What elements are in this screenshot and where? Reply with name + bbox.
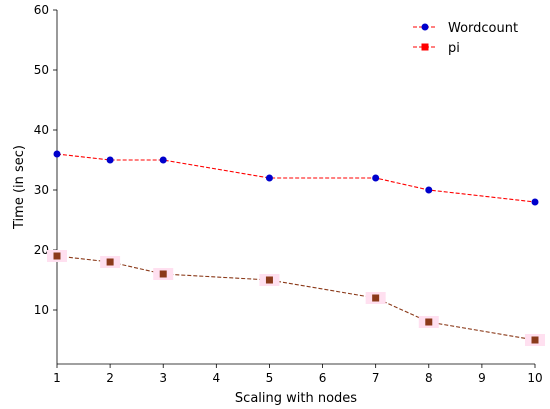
data-point-wordcount bbox=[53, 150, 61, 158]
data-point-wordcount bbox=[425, 186, 433, 194]
data-point-wordcount bbox=[106, 156, 114, 164]
legend-marker-pi bbox=[421, 43, 429, 51]
data-point-pi bbox=[425, 318, 433, 326]
x-tick-label: 6 bbox=[319, 371, 327, 385]
y-tick-label: 30 bbox=[34, 183, 49, 197]
data-point-pi bbox=[372, 294, 380, 302]
data-point-pi bbox=[106, 258, 114, 266]
y-tick-label: 40 bbox=[34, 123, 49, 137]
legend-label-wordcount: Wordcount bbox=[448, 21, 518, 36]
data-point-wordcount bbox=[531, 198, 539, 206]
y-ticks: 10 20 30 40 50 60 bbox=[34, 3, 57, 317]
x-tick-label: 9 bbox=[478, 371, 486, 385]
x-tick-label: 3 bbox=[159, 371, 167, 385]
x-tick-label: 10 bbox=[527, 371, 542, 385]
data-point-wordcount bbox=[372, 174, 380, 182]
x-tick-label: 5 bbox=[266, 371, 274, 385]
data-point-pi bbox=[265, 276, 273, 284]
legend: Wordcount pi bbox=[413, 21, 518, 56]
y-tick-label: 10 bbox=[34, 303, 49, 317]
data-point-pi bbox=[159, 270, 167, 278]
legend-marker-wordcount bbox=[421, 23, 429, 31]
data-point-wordcount bbox=[159, 156, 167, 164]
data-point-pi bbox=[531, 336, 539, 344]
data-point-wordcount bbox=[265, 174, 273, 182]
series-line-pi bbox=[56, 255, 536, 341]
y-axis-label: Time (in sec) bbox=[12, 145, 27, 230]
x-tick-label: 4 bbox=[213, 371, 221, 385]
x-axis-label: Scaling with nodes bbox=[235, 391, 357, 406]
axes bbox=[56, 10, 535, 365]
y-tick-label: 50 bbox=[34, 63, 49, 77]
x-tick-label: 8 bbox=[425, 371, 433, 385]
x-tick-label: 1 bbox=[53, 371, 61, 385]
y-tick-label: 60 bbox=[34, 3, 49, 17]
x-tick-label: 2 bbox=[106, 371, 114, 385]
data-point-pi bbox=[53, 252, 61, 260]
legend-label-pi: pi bbox=[448, 41, 460, 56]
series-line-wordcount bbox=[56, 153, 536, 203]
x-tick-label: 7 bbox=[372, 371, 380, 385]
y-tick-label: 20 bbox=[34, 243, 49, 257]
series-layer bbox=[47, 150, 545, 346]
x-ticks: 1 2 3 4 5 6 7 8 9 10 bbox=[53, 364, 543, 385]
